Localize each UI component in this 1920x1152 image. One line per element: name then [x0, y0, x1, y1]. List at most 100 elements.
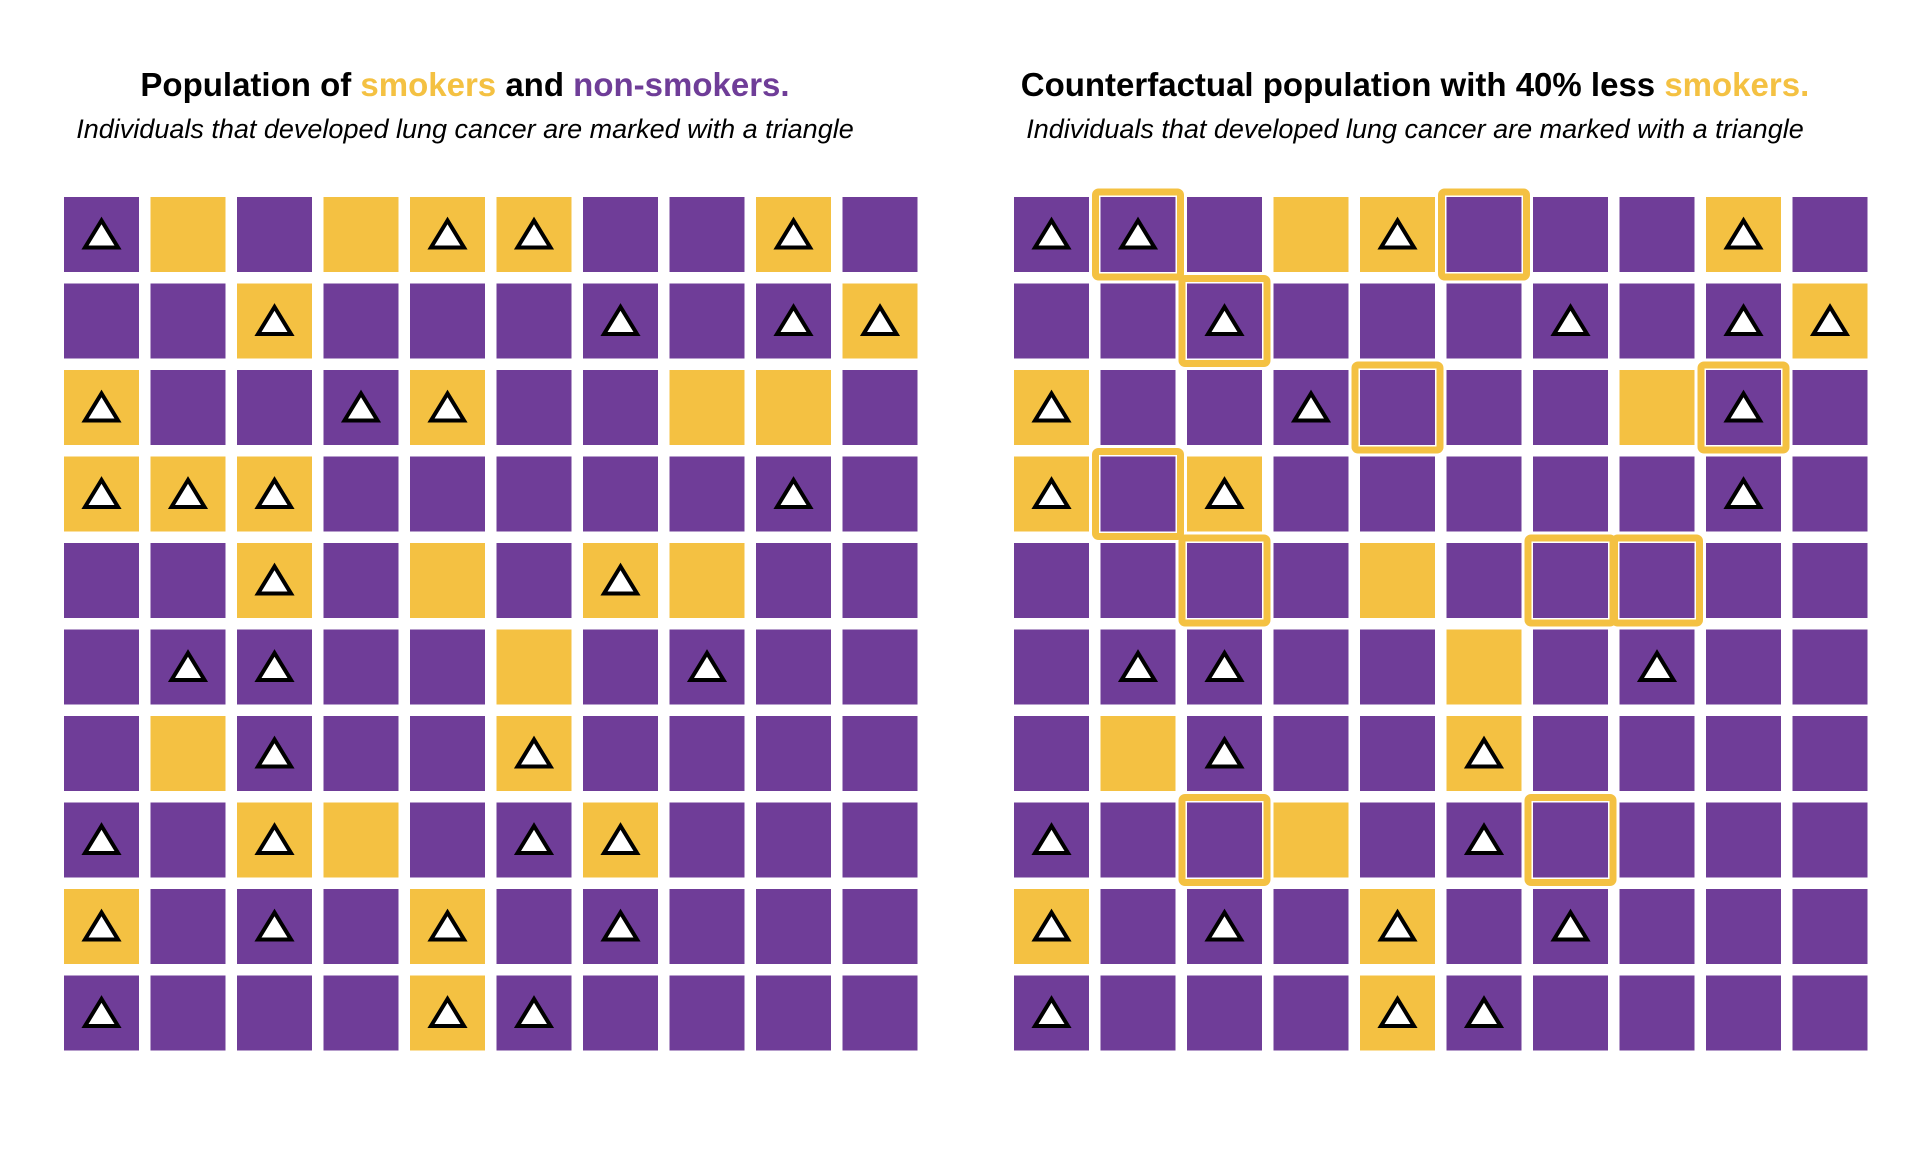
non-smoker-cell — [496, 370, 572, 445]
title-prefix: Population of — [140, 66, 361, 103]
lung-cancer-triangle-icon — [600, 908, 641, 942]
non-smoker-cell — [1187, 197, 1262, 272]
former-smoker-outline — [1178, 275, 1271, 367]
non-smoker-cell — [1360, 283, 1435, 359]
page-title-counterfactual: Counterfactual population with 40% less … — [950, 66, 1880, 104]
lung-cancer-triangle-icon — [1377, 995, 1418, 1028]
lung-cancer-triangle-icon — [859, 303, 901, 336]
lung-cancer-triangle-icon — [81, 389, 122, 423]
non-smoker-cell — [1273, 283, 1349, 359]
non-smoker-cell — [583, 456, 658, 532]
lung-cancer-triangle-icon — [513, 216, 555, 250]
non-smoker-cell — [1014, 283, 1089, 359]
non-smoker-cell — [64, 543, 139, 618]
non-smoker-cell — [842, 456, 918, 532]
non-smoker-cell — [1360, 629, 1435, 705]
lung-cancer-triangle-icon — [773, 216, 814, 250]
lung-cancer-triangle-icon — [1723, 303, 1764, 336]
non-smoker-cell — [496, 456, 572, 532]
non-smoker-cell — [410, 629, 485, 705]
non-smoker-cell — [323, 456, 399, 532]
non-smoker-cell — [1792, 370, 1868, 445]
non-smoker-cell — [237, 975, 312, 1051]
non-smoker-cell — [842, 370, 918, 445]
former-smoker-outline — [1178, 794, 1271, 886]
non-smoker-cell — [1792, 975, 1868, 1051]
non-smoker-cell — [1446, 197, 1522, 272]
lung-cancer-triangle-icon — [81, 216, 122, 250]
panel-original-population: Population of smokers and non-smokers. I… — [0, 0, 930, 1152]
non-smoker-cell — [1100, 370, 1176, 445]
non-smoker-cell — [756, 889, 831, 964]
lung-cancer-triangle-icon — [427, 995, 468, 1028]
non-smoker-cell — [669, 456, 745, 532]
former-smoker-outline — [1178, 534, 1271, 627]
non-smoker-cell — [1533, 716, 1608, 791]
former-smoker-outline — [1351, 361, 1444, 454]
non-smoker-cell — [1100, 889, 1176, 964]
lung-cancer-triangle-icon — [427, 389, 468, 423]
lung-cancer-triangle-icon — [1031, 995, 1072, 1028]
non-smoker-cell — [1100, 456, 1176, 532]
title-smokers-word: smokers. — [1664, 66, 1810, 103]
smoker-cell — [323, 197, 399, 272]
non-smoker-cell — [1446, 456, 1522, 532]
non-smoker-cell — [842, 197, 918, 272]
non-smoker-cell — [669, 197, 745, 272]
non-smoker-cell — [756, 975, 831, 1051]
smoker-cell — [1360, 543, 1435, 618]
lung-cancer-triangle-icon — [1117, 649, 1159, 682]
non-smoker-cell — [1446, 543, 1522, 618]
non-smoker-cell — [842, 975, 918, 1051]
lung-cancer-triangle-icon — [167, 649, 209, 682]
non-smoker-cell — [237, 197, 312, 272]
smoker-cell — [1273, 802, 1349, 878]
lung-cancer-triangle-icon — [1723, 216, 1764, 250]
non-smoker-cell — [1706, 543, 1781, 618]
smoker-cell — [1446, 629, 1522, 705]
non-smoker-cell — [410, 456, 485, 532]
former-smoker-outline — [1524, 794, 1617, 886]
lung-cancer-triangle-icon — [1204, 908, 1245, 942]
lung-cancer-triangle-icon — [81, 908, 122, 942]
non-smoker-cell — [323, 889, 399, 964]
non-smoker-cell — [1533, 197, 1608, 272]
lung-cancer-triangle-icon — [1031, 216, 1072, 250]
non-smoker-cell — [1446, 283, 1522, 359]
non-smoker-cell — [1706, 889, 1781, 964]
lung-cancer-triangle-icon — [1204, 303, 1245, 336]
non-smoker-cell — [1273, 543, 1349, 618]
non-smoker-cell — [583, 629, 658, 705]
non-smoker-cell — [1446, 889, 1522, 964]
non-smoker-cell — [1792, 197, 1868, 272]
non-smoker-cell — [1100, 802, 1176, 878]
non-smoker-cell — [1100, 543, 1176, 618]
lung-cancer-triangle-icon — [254, 908, 295, 942]
non-smoker-cell — [410, 802, 485, 878]
non-smoker-cell — [150, 370, 226, 445]
lung-cancer-triangle-icon — [1031, 908, 1072, 942]
non-smoker-cell — [1533, 456, 1608, 532]
lung-cancer-triangle-icon — [1463, 995, 1505, 1028]
non-smoker-cell — [150, 283, 226, 359]
smoker-cell — [669, 543, 745, 618]
non-smoker-cell — [1619, 283, 1695, 359]
lung-cancer-triangle-icon — [81, 995, 122, 1028]
non-smoker-cell — [496, 543, 572, 618]
non-smoker-cell — [1360, 716, 1435, 791]
non-smoker-cell — [583, 370, 658, 445]
lung-cancer-triangle-icon — [1204, 649, 1245, 682]
lung-cancer-triangle-icon — [773, 476, 814, 509]
non-smoker-cell — [1792, 629, 1868, 705]
smoker-cell — [323, 802, 399, 878]
lung-cancer-triangle-icon — [427, 908, 468, 942]
non-smoker-cell — [1792, 543, 1868, 618]
non-smoker-cell — [1273, 889, 1349, 964]
non-smoker-cell — [756, 543, 831, 618]
lung-cancer-triangle-icon — [81, 822, 122, 855]
non-smoker-cell — [1014, 716, 1089, 791]
non-smoker-cell — [64, 716, 139, 791]
smoker-cell — [410, 543, 485, 618]
non-smoker-cell — [150, 543, 226, 618]
lung-cancer-triangle-icon — [686, 649, 728, 682]
